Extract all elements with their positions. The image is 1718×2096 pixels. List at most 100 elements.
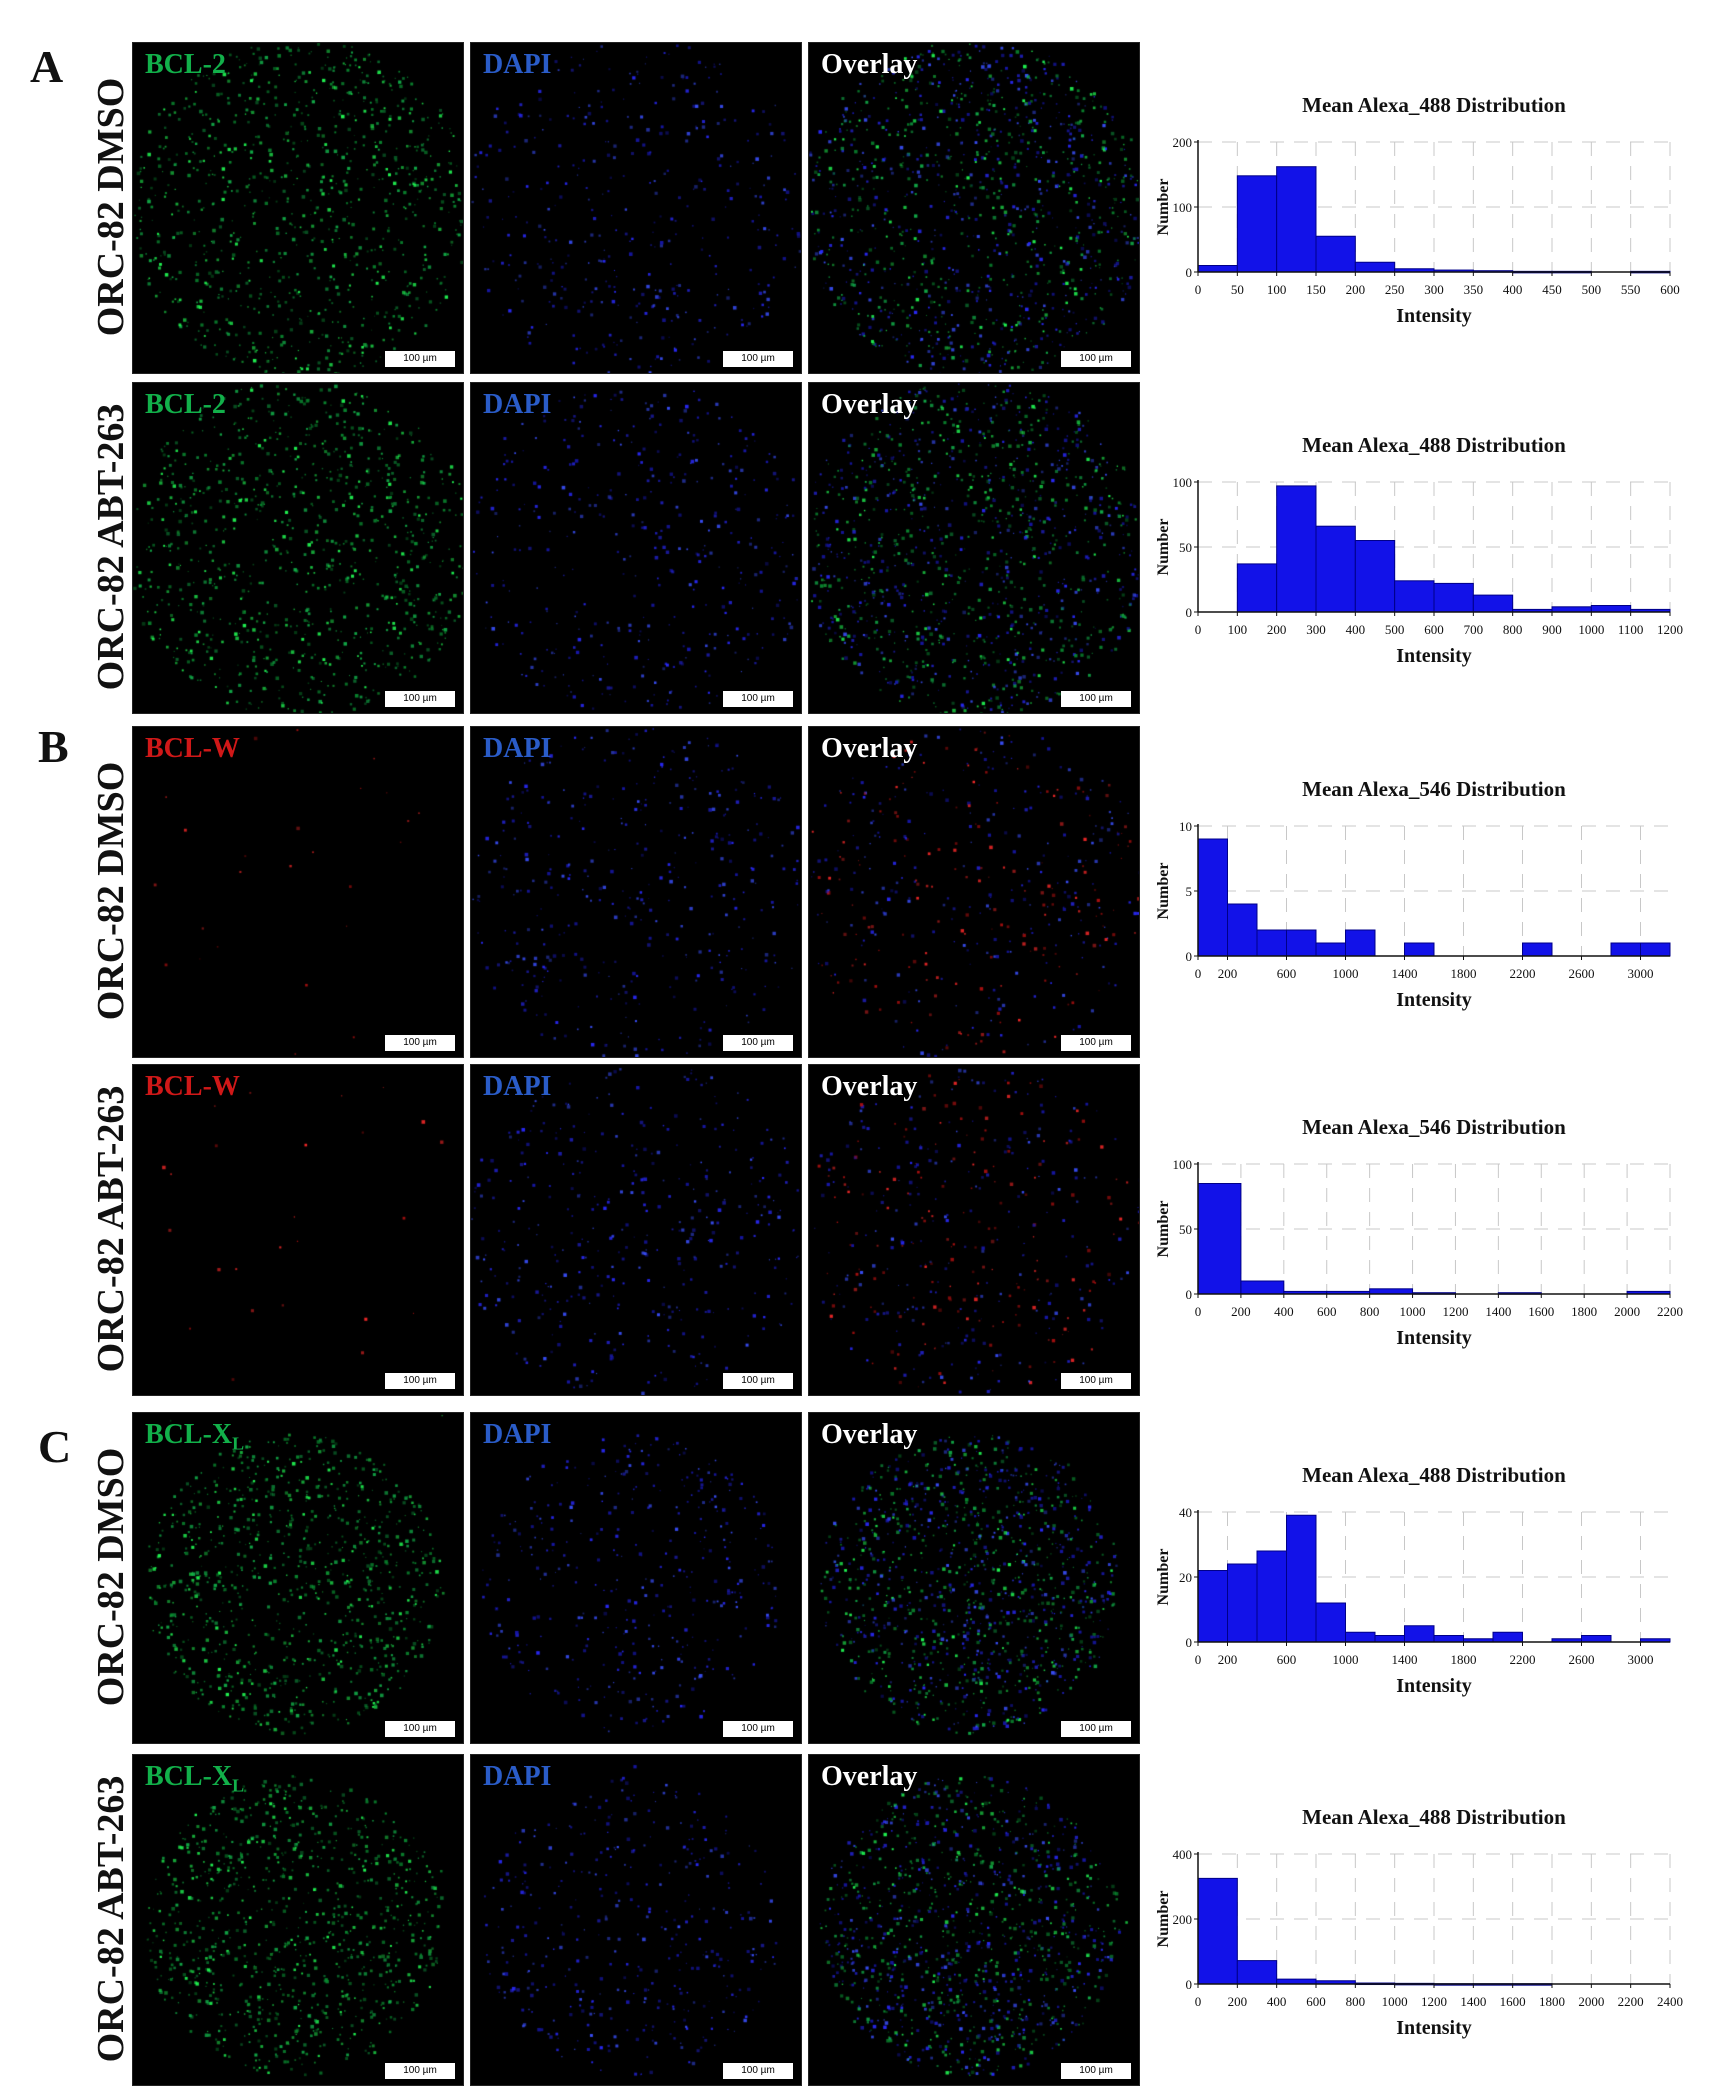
chart-title: Mean Alexa_488 Distribution (1302, 433, 1566, 457)
x-tick-label: 0 (1195, 1994, 1202, 2009)
marker-subscript: L (232, 1775, 245, 1796)
x-tick-label: 250 (1385, 282, 1405, 297)
histogram-bar (1345, 929, 1376, 957)
histogram-bar (1522, 942, 1553, 957)
x-tick-label: 100 (1267, 282, 1287, 297)
fluorescence-signal (133, 43, 463, 373)
y-tick-label: 100 (1173, 200, 1193, 215)
micrograph-marker: BCL-W 100 µm (132, 1064, 464, 1396)
x-tick-label: 1100 (1618, 622, 1644, 637)
x-tick-label: 150 (1306, 282, 1326, 297)
micrograph-overlay: Overlay 100 µm (808, 42, 1140, 374)
histogram-bar (1472, 594, 1514, 613)
x-tick-label: 1000 (1333, 966, 1359, 981)
x-tick-label: 800 (1346, 1994, 1366, 2009)
x-tick-label: 1800 (1451, 1652, 1477, 1667)
dapi-label: DAPI (483, 1761, 552, 1792)
micrograph-overlay: Overlay 100 µm (808, 1412, 1140, 1744)
histogram-chart: Mean Alexa_546 Distribution 0 200 600 1000 14… (1140, 726, 1700, 1056)
micrograph-dapi: DAPI 100 µm (470, 42, 802, 374)
x-tick-label: 1000 (1382, 1994, 1408, 2009)
scale-bar: 100 µm (1061, 2063, 1131, 2079)
fluorescence-signal (809, 383, 1139, 713)
y-tick-label: 20 (1179, 1570, 1192, 1585)
micrograph-dapi: DAPI 100 µm (470, 1064, 802, 1396)
marker-label: BCL-XL (145, 1419, 244, 1455)
fluorescence-signal (809, 1413, 1139, 1743)
y-tick-label: 0 (1186, 605, 1193, 620)
histogram-bar (1197, 265, 1238, 273)
histogram-bar (1369, 1288, 1414, 1295)
histogram-bar (1374, 1635, 1405, 1643)
histogram-bar (1236, 175, 1278, 273)
y-tick-label: 0 (1186, 1635, 1193, 1650)
x-tick-label: 300 (1424, 282, 1444, 297)
x-tick-label: 700 (1464, 622, 1484, 637)
x-tick-label: 500 (1582, 282, 1602, 297)
x-tick-label: 500 (1385, 622, 1405, 637)
histogram-svg: Mean Alexa_488 Distribution 0 50 100 150 200 2… (1155, 93, 1680, 327)
fluorescence-signal (133, 727, 463, 1057)
section-letter: A (30, 41, 64, 92)
fluorescence-signal (809, 43, 1139, 373)
scale-bar: 100 µm (723, 1721, 793, 1737)
micrograph-overlay: Overlay 100 µm (808, 1064, 1140, 1396)
micrograph-dapi: DAPI 100 µm (470, 1412, 802, 1744)
overlay-label: Overlay (821, 1419, 918, 1450)
y-tick-label: 100 (1173, 475, 1193, 490)
x-axis-label: Intensity (1396, 305, 1472, 327)
histogram-bar (1227, 1563, 1258, 1643)
figure-row: ORC-82 ABT-263 BCL-2 100 µm DAPI 100 µm Overl… (0, 382, 1718, 722)
x-axis-label: Intensity (1396, 989, 1472, 1011)
chart-title: Mean Alexa_488 Distribution (1302, 1805, 1566, 1829)
histogram-bar (1236, 563, 1278, 613)
x-tick-label: 2000 (1614, 1304, 1640, 1319)
x-tick-label: 800 (1503, 622, 1523, 637)
x-axis-label: Intensity (1396, 645, 1472, 667)
micrograph-marker: BCL-XL 100 µm (132, 1412, 464, 1744)
x-tick-label: 2200 (1657, 1304, 1683, 1319)
micrograph-overlay: Overlay 100 µm (808, 382, 1140, 714)
fluorescence-signal (471, 1065, 801, 1395)
dapi-label: DAPI (483, 389, 552, 420)
histogram-chart: Mean Alexa_488 Distribution 0 50 100 150 200 2… (1140, 42, 1700, 372)
marker-label: BCL-2 (145, 389, 226, 425)
micrograph-dapi: DAPI 100 µm (470, 1754, 802, 2086)
y-axis-label: Number (1155, 1891, 1172, 1948)
fluorescence-signal (471, 1413, 801, 1743)
x-tick-label: 1400 (1392, 1652, 1418, 1667)
x-tick-label: 1400 (1392, 966, 1418, 981)
scale-bar: 100 µm (723, 1035, 793, 1051)
scale-bar: 100 µm (385, 1373, 455, 1389)
micrograph-marker: BCL-2 100 µm (132, 42, 464, 374)
fluorescence-signal (809, 727, 1139, 1057)
dapi-label: DAPI (483, 733, 552, 764)
micrograph-overlay: Overlay 100 µm (808, 726, 1140, 1058)
scale-bar: 100 µm (1061, 1373, 1131, 1389)
marker-label: BCL-XL (145, 1761, 244, 1797)
overlay-label: Overlay (821, 1071, 918, 1102)
fluorescence-signal (471, 727, 801, 1057)
x-tick-label: 600 (1306, 1994, 1326, 2009)
x-tick-label: 2600 (1569, 1652, 1595, 1667)
row-label: ORC-82 DMSO (88, 1412, 134, 1742)
row-label: ORC-82 DMSO (88, 726, 134, 1056)
fluorescence-signal (809, 1065, 1139, 1395)
marker-name: BCL-X (145, 1761, 233, 1792)
histogram-bar (1276, 485, 1317, 613)
histogram-bar (1354, 261, 1396, 273)
scale-bar: 100 µm (723, 2063, 793, 2079)
marker-subscript: L (232, 1433, 245, 1454)
y-axis-label: Number (1155, 519, 1172, 576)
fluorescence-signal (133, 383, 463, 713)
dapi-label: DAPI (483, 1419, 552, 1450)
figure-row: ORC-82 DMSO BCL-XL 100 µm DAPI 100 µm Overlay… (0, 1412, 1718, 1752)
histogram-bar (1315, 525, 1356, 613)
figure-row: ORC-82 DMSO BCL-W 100 µm DAPI 100 µm Overlay 1… (0, 726, 1718, 1066)
x-tick-label: 0 (1195, 622, 1202, 637)
histogram-bar (1394, 580, 1435, 613)
x-tick-label: 1200 (1421, 1994, 1447, 2009)
scale-bar: 100 µm (385, 2063, 455, 2079)
x-tick-label: 3000 (1628, 966, 1654, 981)
